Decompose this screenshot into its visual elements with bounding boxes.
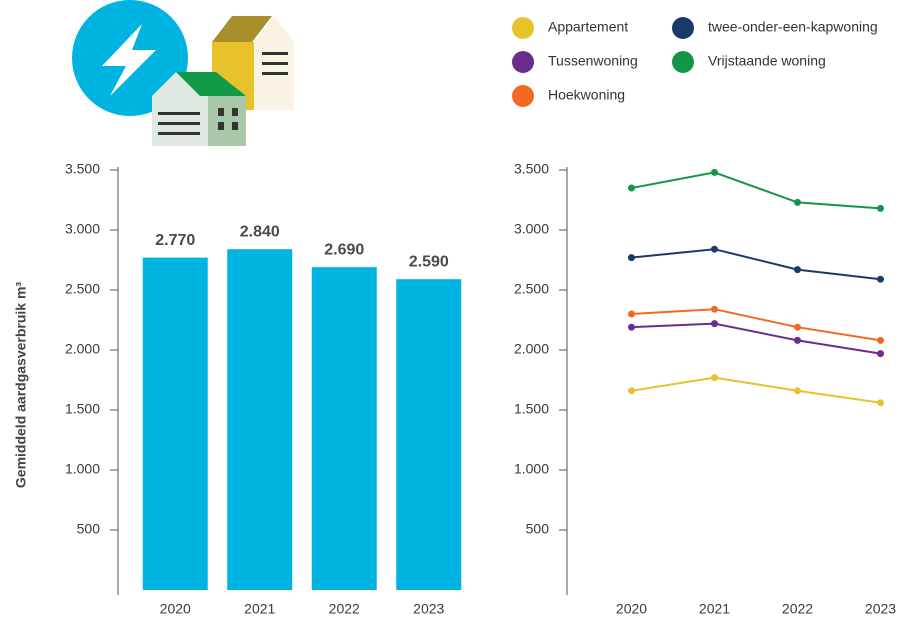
bar bbox=[311, 267, 377, 590]
y-tick-label: 500 bbox=[77, 521, 101, 537]
point bbox=[877, 336, 884, 344]
legend-label: twee-onder-een-kapwoning bbox=[708, 19, 878, 35]
y-tick-label: 1.500 bbox=[514, 401, 549, 417]
x-tick-label: 2023 bbox=[413, 601, 444, 617]
y-tick-label: 1.000 bbox=[65, 461, 100, 477]
line bbox=[631, 308, 881, 342]
legend-swatch bbox=[672, 17, 694, 39]
point bbox=[877, 204, 884, 212]
y-tick-label: 2.000 bbox=[65, 341, 100, 357]
y-tick-label: 3.000 bbox=[65, 221, 100, 237]
y-tick-label: 1.500 bbox=[65, 401, 100, 417]
legend-swatch bbox=[512, 17, 534, 39]
y-tick-label: 3.500 bbox=[65, 161, 100, 177]
point bbox=[711, 320, 718, 328]
point bbox=[794, 336, 801, 344]
y-axis-label: Gemiddeld aardgasverbruik m³ bbox=[13, 282, 29, 489]
bar bbox=[227, 249, 293, 590]
line bbox=[631, 376, 881, 404]
bar bbox=[142, 257, 208, 590]
point bbox=[711, 168, 718, 176]
data-label: 2.590 bbox=[409, 253, 449, 270]
x-tick-label: 2021 bbox=[244, 601, 275, 617]
line bbox=[631, 322, 881, 355]
point bbox=[711, 374, 718, 382]
y-tick-label: 3.500 bbox=[514, 161, 549, 177]
legend-label: Vrijstaande woning bbox=[708, 53, 826, 69]
point bbox=[628, 387, 635, 395]
point bbox=[794, 266, 801, 274]
point bbox=[628, 323, 635, 331]
bar bbox=[396, 279, 462, 590]
y-tick-label: 2.000 bbox=[514, 341, 549, 357]
point bbox=[711, 245, 718, 253]
x-tick-label: 2022 bbox=[329, 601, 360, 617]
x-tick-label: 2020 bbox=[160, 601, 191, 617]
point bbox=[628, 310, 635, 318]
line bbox=[631, 171, 881, 210]
point bbox=[628, 254, 635, 262]
x-tick-label: 2023 bbox=[865, 601, 896, 617]
legend-swatch bbox=[512, 85, 534, 107]
legend-label: Hoekwoning bbox=[548, 87, 625, 103]
y-tick-label: 1.000 bbox=[514, 461, 549, 477]
data-label: 2.770 bbox=[155, 232, 195, 249]
y-tick-label: 3.000 bbox=[514, 221, 549, 237]
point bbox=[794, 198, 801, 206]
data-label: 2.690 bbox=[324, 241, 364, 258]
y-tick-label: 500 bbox=[526, 521, 550, 537]
point bbox=[877, 275, 884, 283]
point bbox=[711, 305, 718, 313]
x-tick-label: 2021 bbox=[699, 601, 730, 617]
y-tick-label: 2.500 bbox=[514, 281, 549, 297]
illustration bbox=[72, 0, 294, 146]
legend-label: Appartement bbox=[548, 19, 628, 35]
point bbox=[877, 399, 884, 407]
point bbox=[794, 387, 801, 395]
legend-label: Tussenwoning bbox=[548, 53, 638, 69]
y-tick-label: 2.500 bbox=[65, 281, 100, 297]
legend-swatch bbox=[672, 51, 694, 73]
point bbox=[628, 184, 635, 192]
data-label: 2.840 bbox=[240, 223, 280, 240]
line bbox=[631, 248, 881, 281]
x-tick-label: 2020 bbox=[616, 601, 647, 617]
x-tick-label: 2022 bbox=[782, 601, 813, 617]
point bbox=[877, 350, 884, 358]
point bbox=[794, 323, 801, 331]
legend-swatch bbox=[512, 51, 534, 73]
